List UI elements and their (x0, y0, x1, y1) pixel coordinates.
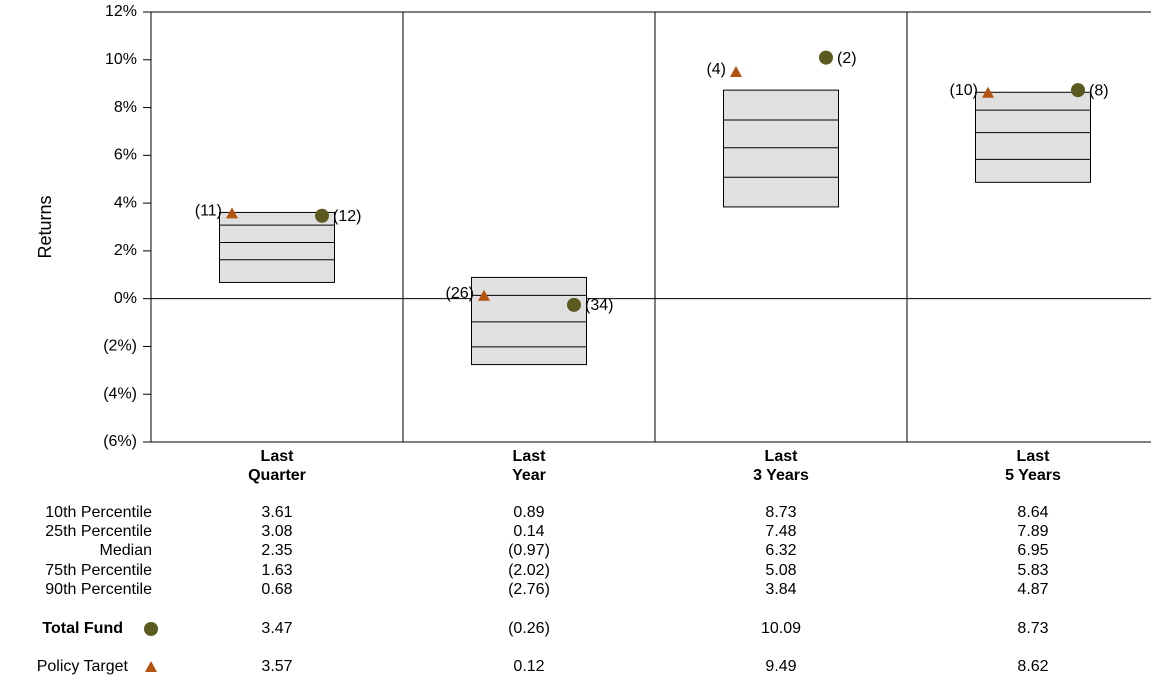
marker-triangle (982, 86, 994, 98)
table-value: 6.32 (765, 542, 796, 559)
y-tick-label: 10% (105, 51, 137, 68)
rank-label: (8) (1089, 82, 1109, 99)
marker-triangle (478, 289, 490, 301)
table-value: 0.89 (513, 504, 544, 521)
table-value: (2.76) (508, 581, 550, 598)
marker-triangle (730, 65, 742, 77)
table-value: 10.09 (761, 620, 801, 637)
table-value: 5.08 (765, 562, 796, 579)
table-value: 0.14 (513, 523, 544, 540)
legend-marker (144, 622, 158, 636)
marker-circle (567, 297, 581, 312)
table-value: (0.97) (508, 542, 550, 559)
box (723, 89, 839, 208)
table-value: (2.02) (508, 562, 550, 579)
marker-circle (819, 50, 833, 65)
table-value: 3.61 (261, 504, 292, 521)
rank-label: (12) (333, 208, 361, 225)
y-tick-label: 8% (114, 99, 137, 116)
marker-triangle (226, 207, 238, 219)
table-value: (0.26) (508, 620, 550, 637)
rank-label: (34) (585, 297, 613, 314)
y-tick-label: 0% (114, 290, 137, 307)
box (471, 276, 587, 366)
table-value: 8.62 (1017, 658, 1048, 675)
y-tick-label: (6%) (103, 433, 137, 450)
y-tick-label: 6% (114, 147, 137, 164)
x-tick-label: Last 3 Years (753, 448, 809, 484)
y-tick-label: 12% (105, 3, 137, 20)
legend-label: Total Fund (42, 620, 123, 637)
rank-label: (4) (706, 61, 726, 78)
rank-label: (10) (950, 82, 978, 99)
table-value: 8.73 (1017, 620, 1048, 637)
marker-circle (315, 208, 329, 223)
table-value: 7.89 (1017, 523, 1048, 540)
legend-label: Policy Target (37, 658, 129, 675)
table-value: 8.73 (765, 504, 796, 521)
rank-label: (2) (837, 50, 857, 67)
y-tick-label: 2% (114, 242, 137, 259)
marker-circle (1071, 83, 1085, 98)
box (975, 91, 1091, 183)
table-value: 6.95 (1017, 542, 1048, 559)
table-value: 0.12 (513, 658, 544, 675)
y-tick-label: 4% (114, 194, 137, 211)
y-axis-label: Returns (35, 195, 55, 258)
table-value: 1.63 (261, 562, 292, 579)
table-value: 7.48 (765, 523, 796, 540)
legend-marker (145, 661, 157, 672)
row-label: 75th Percentile (45, 562, 152, 579)
x-tick-label: Last Year (512, 448, 546, 484)
table-value: 3.57 (261, 658, 292, 675)
rank-label: (26) (446, 285, 474, 302)
rank-label: (11) (195, 203, 222, 220)
table-value: 5.83 (1017, 562, 1048, 579)
table-value: 3.84 (765, 581, 796, 598)
y-tick-label: (2%) (103, 338, 137, 355)
x-tick-label: Last 5 Years (1005, 448, 1061, 484)
table-value: 0.68 (261, 581, 292, 598)
table-value: 8.64 (1017, 504, 1048, 521)
y-tick-label: (4%) (103, 385, 137, 402)
table-value: 4.87 (1017, 581, 1048, 598)
row-label: Median (100, 542, 152, 559)
box (219, 211, 335, 283)
table-value: 9.49 (765, 658, 796, 675)
table-value: 3.08 (261, 523, 292, 540)
table-value: 3.47 (261, 620, 292, 637)
row-label: 90th Percentile (45, 581, 152, 598)
x-tick-label: Last Quarter (248, 448, 306, 484)
row-label: 25th Percentile (45, 523, 152, 540)
row-label: 10th Percentile (45, 504, 152, 521)
table-value: 2.35 (261, 542, 292, 559)
